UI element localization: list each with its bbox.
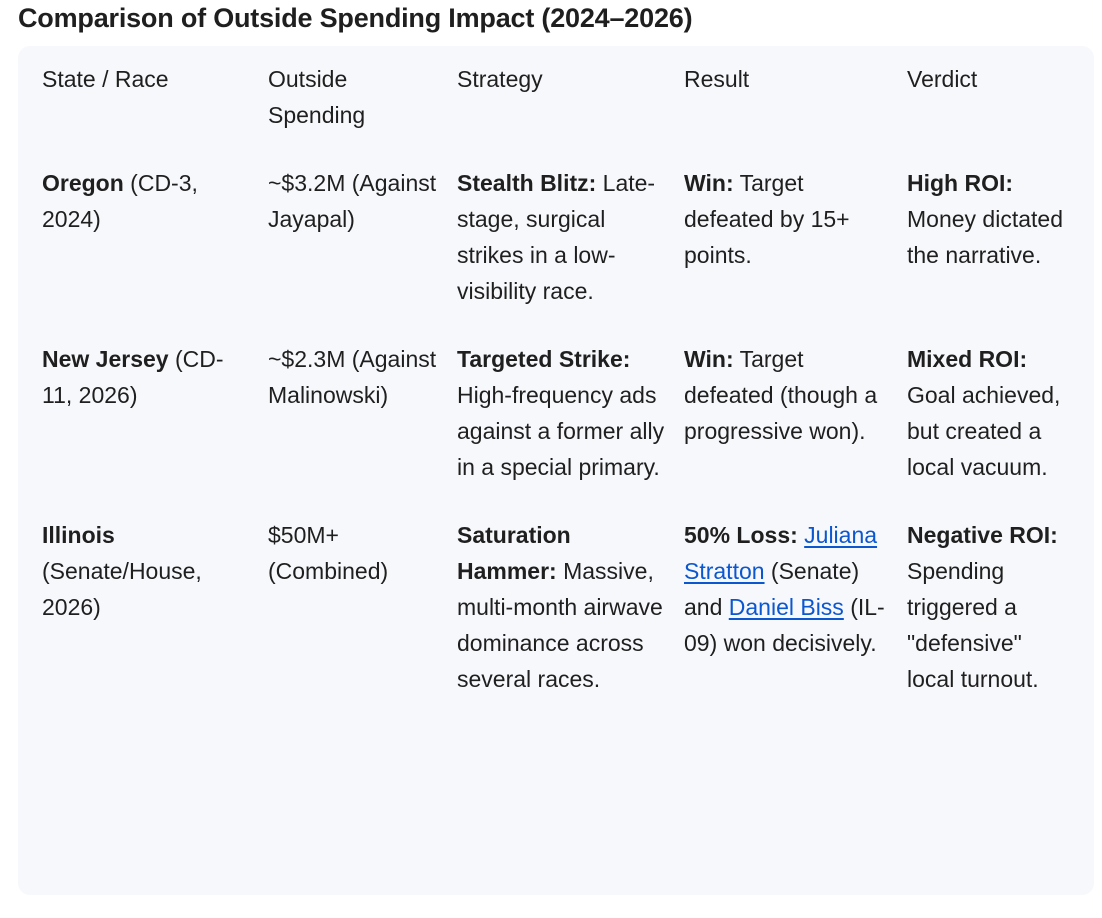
result-end-text: (IL-09) won decisively. — [684, 594, 885, 656]
link-daniel-biss[interactable]: Daniel Biss — [728, 594, 844, 620]
result-text: Target defeated (though a progressive wo… — [684, 346, 878, 444]
page-title: Comparison of Outside Spending Impact (2… — [18, 3, 693, 33]
cell-spending: $50M+ (Combined) — [268, 522, 389, 584]
race-detail: (CD-11, 2026) — [42, 346, 224, 408]
link-juliana-stratton[interactable]: Juliana Stratton — [684, 522, 878, 584]
result-mid-text: (Senate) and — [684, 558, 860, 620]
header-result: Result — [684, 66, 750, 92]
strategy-label: Targeted Strike: — [457, 346, 631, 372]
cell-verdict: Mixed ROI: Goal achieved, but created a … — [907, 341, 1082, 517]
table-row: New Jersey (CD-11, 2026) ~$2.3M (Against… — [42, 341, 1082, 517]
cell-strategy: Saturation Hammer: Massive, multi-month … — [457, 517, 684, 697]
cell-result: Win: Target defeated by 15+ points. — [684, 165, 907, 341]
cell-spending: ~$2.3M (Against Malinowski) — [268, 346, 437, 408]
verdict-label: Mixed ROI: — [907, 346, 1028, 372]
cell-strategy: Targeted Strike: High-frequency ads agai… — [457, 341, 684, 517]
header-strategy: Strategy — [457, 66, 543, 92]
cell-verdict: Negative ROI: Spending triggered a "defe… — [907, 517, 1082, 697]
cell-strategy: Stealth Blitz: Late-stage, surgical stri… — [457, 165, 684, 341]
strategy-text: High-frequency ads against a former ally… — [457, 382, 665, 480]
comparison-table-card: State / Race Outside Spending Strategy R… — [18, 46, 1094, 895]
result-label: Win: — [684, 170, 734, 196]
verdict-label: High ROI: — [907, 170, 1014, 196]
state-name: Illinois — [42, 522, 115, 548]
cell-result: 50% Loss: Juliana Stratton (Senate) and … — [684, 517, 907, 697]
strategy-label: Stealth Blitz: — [457, 170, 597, 196]
table-header-row: State / Race Outside Spending Strategy R… — [42, 61, 1082, 165]
state-name: New Jersey — [42, 346, 169, 372]
state-name: Oregon — [42, 170, 124, 196]
strategy-label: Saturation Hammer: — [457, 522, 571, 584]
table-row: Oregon (CD-3, 2024) ~$3.2M (Against Jaya… — [42, 165, 1082, 341]
strategy-text: Massive, multi-month airwave dominance a… — [457, 558, 663, 692]
result-label: 50% Loss: — [684, 522, 798, 548]
header-outside-spending: Outside Spending — [268, 66, 366, 128]
verdict-text: Money dictated the narrative. — [907, 206, 1063, 268]
race-detail: (Senate/House, 2026) — [42, 558, 202, 620]
header-state-race: State / Race — [42, 66, 169, 92]
strategy-text: Late-stage, surgical strikes in a low-vi… — [457, 170, 656, 304]
comparison-table: State / Race Outside Spending Strategy R… — [42, 61, 1082, 697]
verdict-label: Negative ROI: — [907, 522, 1058, 548]
verdict-text: Spending triggered a "defensive" local t… — [907, 558, 1039, 692]
table-row: Illinois (Senate/House, 2026) $50M+ (Com… — [42, 517, 1082, 697]
cell-verdict: High ROI: Money dictated the narrative. — [907, 165, 1082, 341]
race-detail: (CD-3, 2024) — [42, 170, 198, 232]
cell-state-race: Oregon (CD-3, 2024) — [42, 165, 268, 341]
result-text: Target defeated by 15+ points. — [684, 170, 850, 268]
header-verdict: Verdict — [907, 66, 978, 92]
cell-state-race: Illinois (Senate/House, 2026) — [42, 517, 268, 697]
result-label: Win: — [684, 346, 734, 372]
cell-state-race: New Jersey (CD-11, 2026) — [42, 341, 268, 517]
cell-result: Win: Target defeated (though a progressi… — [684, 341, 907, 517]
cell-spending: ~$3.2M (Against Jayapal) — [268, 170, 437, 232]
verdict-text: Goal achieved, but created a local vacuu… — [907, 382, 1061, 480]
